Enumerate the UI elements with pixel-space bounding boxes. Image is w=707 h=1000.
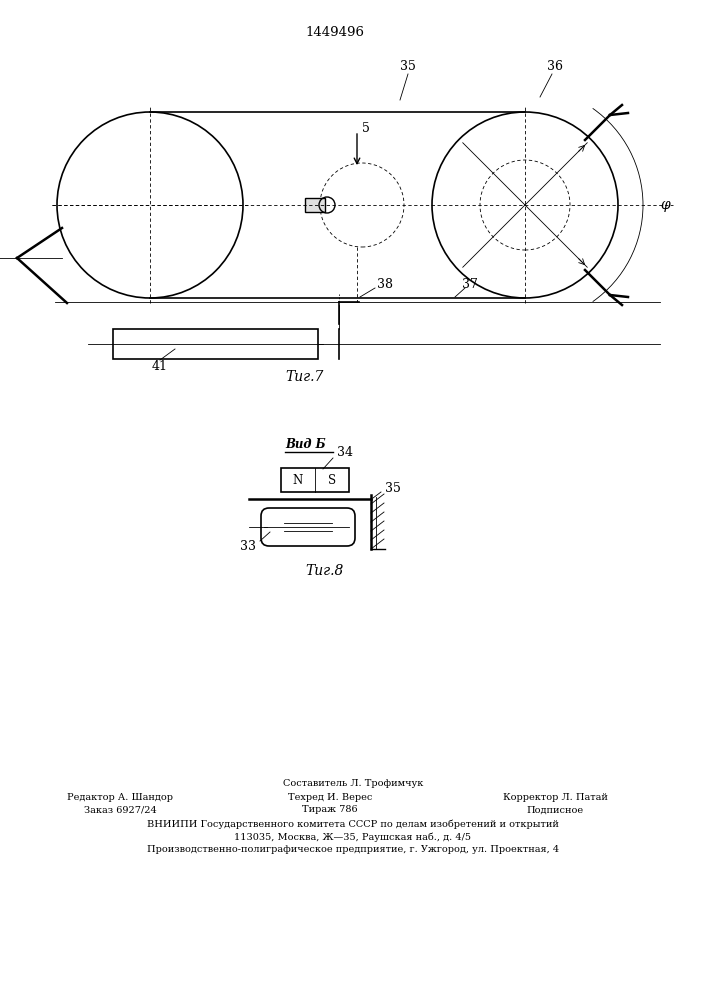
Text: N: N — [293, 474, 303, 487]
Text: Корректор Л. Патай: Корректор Л. Патай — [503, 794, 607, 802]
Text: φ: φ — [660, 198, 670, 212]
Text: 35: 35 — [400, 60, 416, 74]
Text: Составитель Л. Трофимчук: Составитель Л. Трофимчук — [283, 780, 423, 788]
Bar — [281, 468, 349, 492]
Text: 41: 41 — [152, 360, 168, 372]
Text: 5: 5 — [362, 121, 370, 134]
Text: Производственно-полиграфическое предприятие, г. Ужгород, ул. Проектная, 4: Производственно-полиграфическое предприя… — [147, 846, 559, 854]
Text: 36: 36 — [547, 60, 563, 74]
Text: Τиг.8: Τиг.8 — [306, 564, 344, 578]
Text: Редактор А. Шандор: Редактор А. Шандор — [67, 794, 173, 802]
Text: S: S — [328, 474, 336, 487]
Text: 35: 35 — [385, 483, 401, 495]
Text: ВНИИПИ Государственного комитета СССР по делам изобретений и открытий: ВНИИПИ Государственного комитета СССР по… — [147, 819, 559, 829]
FancyBboxPatch shape — [261, 508, 355, 546]
Text: 37: 37 — [462, 277, 478, 290]
Text: Τиг.7: Τиг.7 — [286, 370, 325, 384]
Text: 1449496: 1449496 — [305, 26, 364, 39]
Text: Заказ 6927/24: Заказ 6927/24 — [83, 806, 156, 814]
Text: Техред И. Верес: Техред И. Верес — [288, 794, 372, 802]
Text: Подписное: Подписное — [527, 806, 583, 814]
Text: 33: 33 — [240, 540, 256, 554]
Bar — [112, 329, 317, 359]
Text: Тираж 786: Тираж 786 — [302, 806, 358, 814]
Text: Вид Б: Вид Б — [285, 438, 326, 452]
Text: 38: 38 — [377, 277, 393, 290]
Text: 113035, Москва, Ж—35, Раушская наб., д. 4/5: 113035, Москва, Ж—35, Раушская наб., д. … — [235, 832, 472, 842]
Bar — [305, 198, 325, 212]
Text: 34: 34 — [337, 446, 353, 458]
